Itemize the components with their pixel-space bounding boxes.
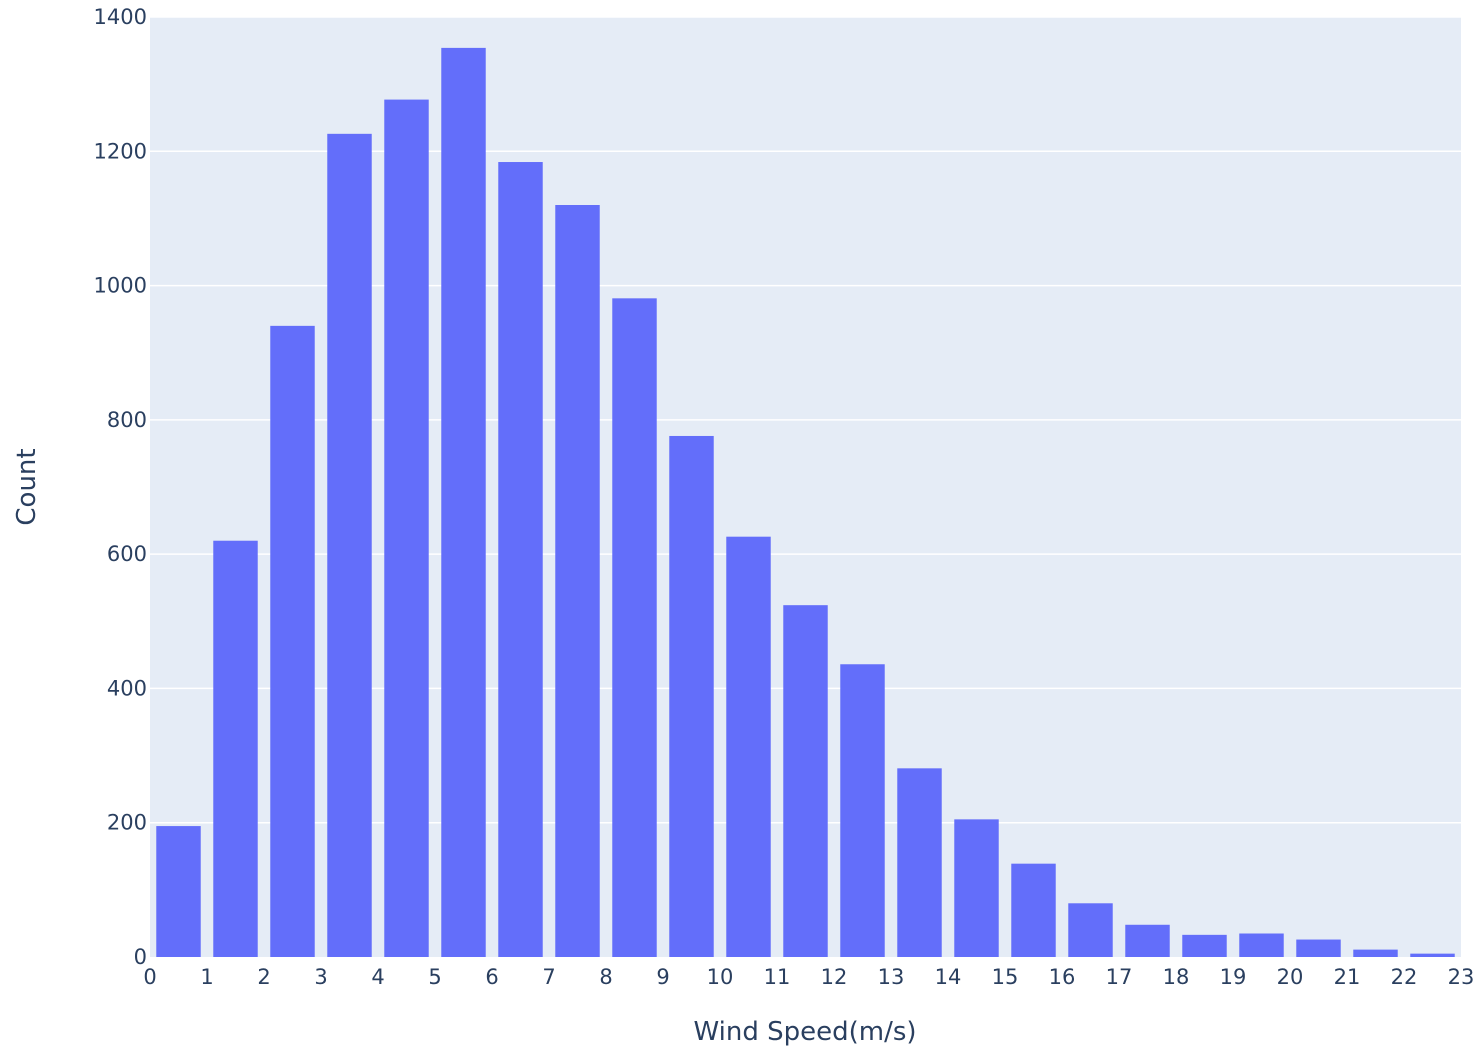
bars [156,47,1455,958]
bar [783,605,828,957]
x-tick-label: 5 [428,965,441,989]
bar [1068,903,1113,957]
bar [327,133,372,958]
y-tick-label: 800 [107,408,147,432]
y-tick-label: 0 [134,945,147,969]
y-tick-label: 600 [107,542,147,566]
x-tick-label: 12 [821,965,848,989]
y-tick-label: 400 [107,676,147,700]
bar [213,540,258,957]
y-tick-label: 1000 [94,274,147,298]
x-tick-label: 8 [599,965,612,989]
bar [669,435,714,957]
x-tick-label: 10 [707,965,734,989]
bar [1410,953,1455,957]
x-tick-label: 4 [371,965,384,989]
y-tick-label: 1400 [94,5,147,29]
x-tick-label: 17 [1106,965,1133,989]
x-tick-label: 18 [1163,965,1190,989]
bar [612,298,657,957]
y-axis-ticks: 0 200 400 600 800 1000 1200 1400 [94,5,147,969]
x-tick-label: 6 [485,965,498,989]
x-tick-label: 11 [764,965,791,989]
bar [1182,934,1227,957]
x-tick-label: 9 [656,965,669,989]
bar [954,819,999,957]
bar [1011,863,1056,957]
x-tick-label: 22 [1391,965,1418,989]
x-tick-label: 15 [992,965,1019,989]
x-tick-label: 2 [257,965,270,989]
x-tick-label: 19 [1220,965,1247,989]
x-tick-label: 21 [1334,965,1361,989]
x-axis-title: Wind Speed(m/s) [693,1017,916,1047]
bar [156,826,201,957]
x-tick-label: 0 [143,965,156,989]
x-tick-label: 20 [1277,965,1304,989]
bar [555,205,600,957]
bar [726,536,771,957]
bar [498,162,543,957]
bar [1239,933,1284,957]
bar [1125,924,1170,957]
x-tick-label: 14 [935,965,962,989]
bar [1296,939,1341,957]
y-tick-label: 200 [107,811,147,835]
x-tick-label: 3 [314,965,327,989]
bar [840,664,885,957]
x-axis-ticks: 0 1 2 3 4 5 6 7 8 9 10 11 12 13 14 15 16 17 18 19 20 21 22 23 [143,965,1474,989]
y-tick-label: 1200 [94,139,147,163]
x-tick-label: 7 [542,965,555,989]
x-tick-label: 13 [878,965,905,989]
bar [441,47,486,957]
bar [1353,949,1398,957]
y-axis-title: Count [12,448,42,525]
bar [270,325,315,957]
bar [384,99,429,958]
x-tick-label: 16 [1049,965,1076,989]
x-tick-label: 23 [1448,965,1475,989]
x-tick-label: 1 [200,965,213,989]
bar [897,768,942,957]
